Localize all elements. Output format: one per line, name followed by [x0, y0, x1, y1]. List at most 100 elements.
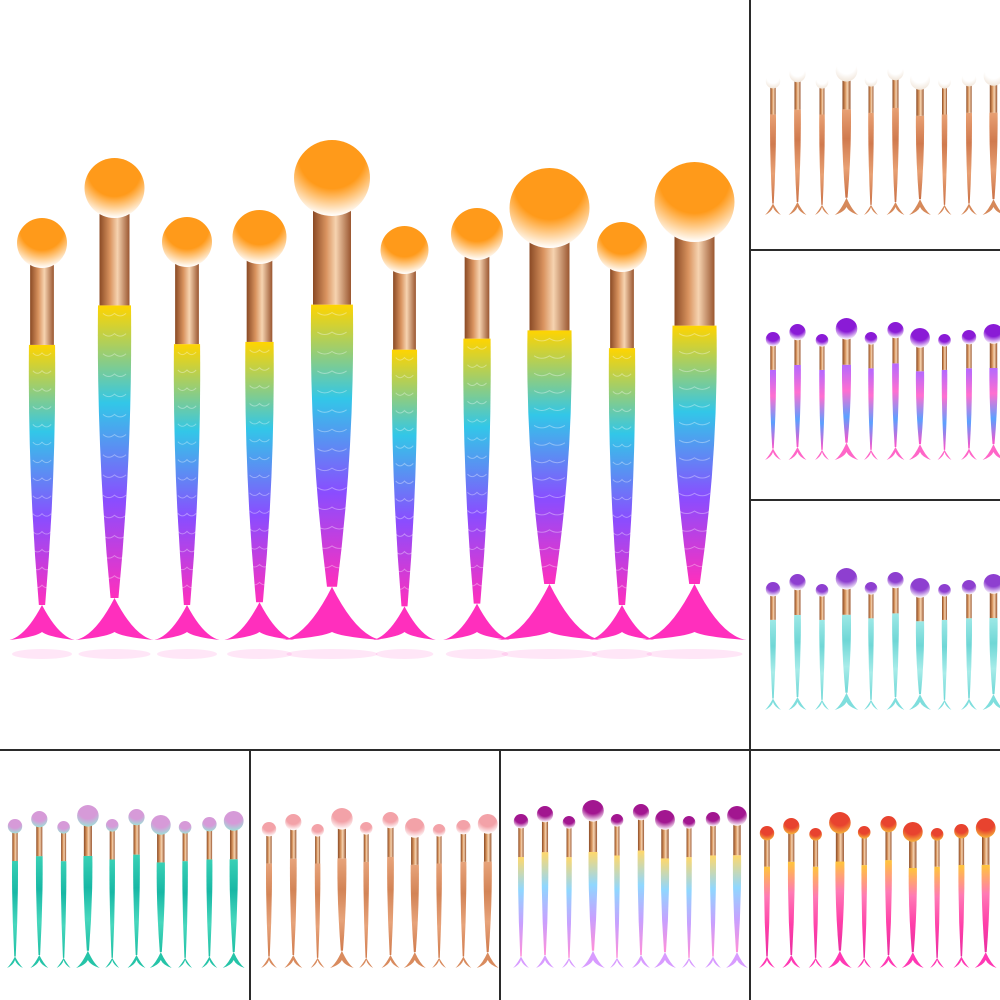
brush-tail [330, 950, 354, 968]
brush-handle [363, 861, 369, 958]
brush-ferrule [868, 84, 874, 113]
brush-handle [614, 855, 620, 958]
brush-ferrule [942, 344, 947, 370]
brush-ferrule [788, 831, 795, 862]
brush-handle [861, 865, 867, 958]
brush-tail [443, 603, 511, 640]
brush-tail [886, 447, 905, 460]
brush [282, 140, 382, 640]
brush-tail [961, 448, 977, 460]
brush-tail [149, 952, 172, 968]
brush [765, 74, 781, 215]
rose-gold-white-thumbnail [765, 60, 1000, 215]
brush-ferrule [315, 834, 321, 864]
variant-thumb-5[interactable] [251, 751, 499, 1000]
brush-tail [961, 698, 977, 710]
brush [901, 822, 924, 968]
brush-ferrule [175, 259, 199, 345]
brush-handle [483, 861, 492, 953]
brush [284, 814, 303, 968]
variant-thumb-2[interactable] [751, 251, 1000, 499]
brush-bristles [910, 328, 930, 348]
variant-thumb-6[interactable] [501, 751, 749, 1000]
brush [909, 328, 931, 460]
brush [201, 817, 218, 968]
brush-ferrule [483, 830, 492, 862]
brush-handle [566, 857, 572, 958]
brush-bristles [451, 208, 503, 260]
brush-ferrule [942, 86, 947, 115]
brush-ferrule [989, 590, 998, 619]
brush-handle [182, 861, 188, 958]
brush-handle [868, 112, 874, 205]
brush [581, 800, 605, 968]
brush-bristles [983, 574, 1000, 594]
brush-tail [610, 957, 624, 968]
brush-bristles [162, 217, 212, 267]
brush-tail [901, 952, 924, 968]
brush-tail [476, 952, 499, 968]
variant-thumb-4[interactable] [0, 751, 249, 1000]
brush [127, 809, 146, 968]
brush-handle [892, 107, 899, 203]
brush-ferrule [868, 342, 874, 369]
brush-handle [915, 621, 925, 695]
variant-thumb-7[interactable] [751, 751, 1000, 1000]
brush-bristles [84, 158, 145, 218]
brush [642, 162, 747, 640]
brush-bristles [835, 568, 858, 590]
brush [961, 330, 977, 460]
brush [982, 574, 1000, 710]
brush-tail [909, 199, 931, 215]
brush-handle [541, 852, 549, 956]
brush-handle [337, 858, 347, 951]
brush-ferrule [794, 79, 801, 110]
brush [886, 572, 905, 710]
brush [930, 828, 945, 968]
brush-bristles [880, 816, 897, 833]
brush-ferrule [387, 825, 394, 857]
brush [864, 582, 878, 710]
brush-ferrule [868, 592, 874, 619]
brush-ferrule [133, 822, 140, 855]
brush-handle [892, 613, 899, 698]
variant-thumb-1[interactable] [751, 0, 1000, 249]
brush-tail [284, 955, 303, 968]
variant-thumb-3[interactable] [751, 501, 1000, 749]
brush [788, 324, 807, 460]
brush-handle [965, 112, 973, 204]
brush-handle [588, 851, 598, 951]
brush [610, 814, 624, 968]
brush-ferrule [842, 336, 851, 365]
brush-handle [97, 305, 132, 598]
pink-gold-thumbnail [759, 812, 997, 968]
brush-ferrule [266, 834, 272, 864]
brush-tail [75, 598, 154, 640]
brush [261, 822, 277, 968]
brush-bristles [727, 806, 747, 826]
brush-handle [672, 325, 717, 584]
brush-bristles [536, 806, 554, 823]
brush-ferrule [686, 826, 692, 858]
brush-tail [864, 204, 878, 215]
brush-ferrule [770, 86, 776, 115]
brush-ferrule [363, 832, 369, 862]
brush [403, 818, 426, 968]
divider-horizontal-right-2 [751, 499, 1000, 501]
brush-tail [909, 444, 931, 460]
brush-handle [83, 855, 93, 951]
brush-reflection [501, 649, 598, 659]
brush-ferrule [861, 836, 867, 866]
brush-handle [841, 364, 852, 443]
brush-handle [709, 855, 717, 957]
brush-tail [589, 605, 655, 640]
brush-bristles [7, 819, 23, 834]
brush-reflection [646, 649, 743, 659]
brush-ferrule [83, 823, 92, 856]
brush-tail [834, 692, 859, 710]
brush [476, 814, 499, 968]
main-photo [9, 140, 747, 659]
brush-ferrule [794, 587, 801, 615]
brush-tail [201, 956, 218, 968]
brush-tail [759, 956, 775, 968]
